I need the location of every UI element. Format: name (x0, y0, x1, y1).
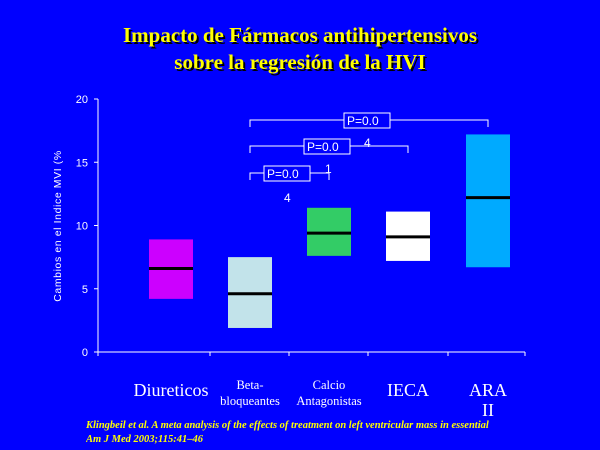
boxes-group (149, 134, 510, 328)
p-value-label-wrap-3: 4 (284, 191, 291, 205)
category-label-1: Diureticos (134, 380, 209, 400)
category-label-4: IECA (387, 380, 429, 400)
category-label-2: bloqueantes (220, 394, 280, 408)
category-label-3: Antagonistas (296, 394, 361, 408)
citation-reference: 2003;115:41–46 (130, 434, 203, 445)
p-value-label-wrap-2: 1 (325, 162, 332, 176)
citation-line-1: Klingbeil et al. A meta analysis of the … (86, 420, 489, 431)
citation: Klingbeil et al. A meta analysis of the … (86, 419, 600, 447)
p-value-label-wrap-1: 4 (364, 136, 371, 150)
p-value-box-2 (303, 138, 351, 155)
citation-journal: Am J Med (86, 434, 131, 445)
p-value-box-3 (263, 165, 311, 182)
p-value-box-1 (343, 112, 391, 129)
citation-line-2: Am J Med 2003;115:41–46 (86, 433, 600, 447)
chart-title-line-1: Impacto de Fármacos antihipertensivos (122, 23, 478, 47)
p-value-label-3: P=0.0 (267, 167, 299, 181)
y-tick-label: 15 (76, 157, 88, 169)
axes-group: 0 5 10 15 20 Cambios en el Indice MVI (% (52, 94, 526, 359)
p-value-label-1: P=0.0 (347, 114, 379, 128)
category-labels-group: Diureticos Beta-bloqueantes Calcio Antagoni… (134, 378, 508, 420)
y-tick-label: 10 (76, 221, 88, 233)
p-value-label-2: P=0.0 (307, 140, 339, 154)
chart-title-line-2: sobre la regresión de la HVI (174, 50, 426, 74)
chart-title: Impacto de Fármacos antihipertensivos so… (0, 22, 600, 76)
y-axis-label: Cambios en el Indice MVI (% (52, 150, 64, 302)
category-label-3: Calcio (313, 378, 346, 392)
category-label-5: II (482, 400, 494, 420)
y-tick-label: 20 (76, 94, 88, 106)
comparison-brackets-group: P=0.0 4 P=0.0 1 P=0.0 4 (249, 112, 489, 205)
category-label-5: ARA (469, 380, 507, 400)
category-label-2: Beta- (236, 378, 263, 392)
y-tick-label: 0 (82, 347, 88, 359)
box-5 (466, 134, 510, 268)
y-tick-label: 5 (82, 284, 88, 296)
